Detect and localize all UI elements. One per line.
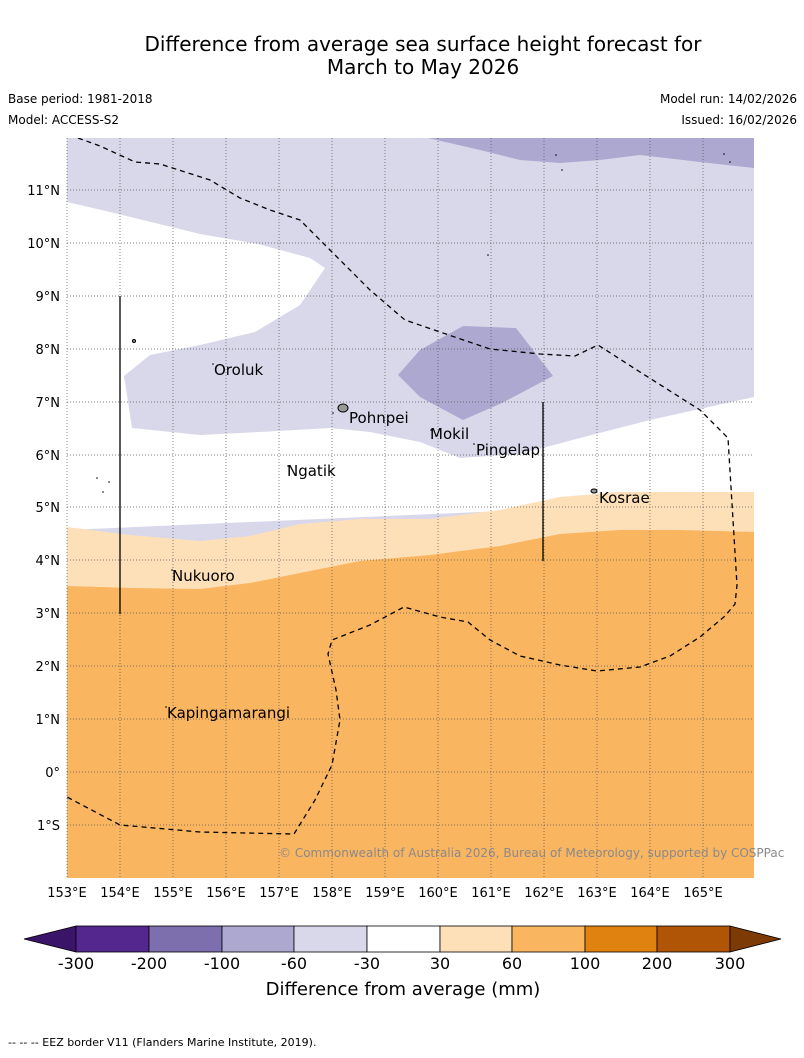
lon-label: 164°E <box>630 886 670 901</box>
lat-label: 2°N <box>36 660 61 675</box>
colorbar-segment <box>439 925 513 953</box>
eez-borders <box>67 138 738 835</box>
lat-label: 8°N <box>36 343 61 358</box>
colorbar-tick: 30 <box>430 954 450 973</box>
colorbar-tick: -30 <box>354 954 380 973</box>
place-ngatik: Ngatik <box>287 462 336 480</box>
lon-label: 156°E <box>206 886 246 901</box>
place-labels: Oroluk Pohnpei Mokil Pingelap Ngatik Kos… <box>167 361 650 722</box>
gridlines <box>66 138 754 878</box>
lon-label: 163°E <box>577 886 617 901</box>
lon-label: 160°E <box>418 886 458 901</box>
lon-label: 165°E <box>683 886 723 901</box>
lat-label: 3°N <box>36 607 61 622</box>
colorbar-segment <box>221 925 295 953</box>
lat-label: 11°N <box>27 184 60 199</box>
lon-label: 158°E <box>312 886 352 901</box>
colorbar-tick: -300 <box>58 954 94 973</box>
colorbar-extend-high <box>729 925 782 953</box>
lon-label: 153°E <box>47 886 87 901</box>
colorbar-tick: -100 <box>204 954 240 973</box>
colorbar-ticks: -300 -200 -100 -60 -30 30 60 100 200 300 <box>58 954 745 973</box>
colorbar-title: Difference from average (mm) <box>266 979 541 1000</box>
lon-label: 159°E <box>365 886 405 901</box>
lat-label: 4°N <box>36 554 61 569</box>
title-line-1: Difference from average sea surface heig… <box>144 32 702 56</box>
place-mokil: Mokil <box>430 425 469 443</box>
colorbar-segment <box>366 925 441 953</box>
lat-label: 1°N <box>36 713 61 728</box>
colorbar-segment <box>293 925 368 953</box>
lon-label: 157°E <box>259 886 299 901</box>
lat-label: 1°S <box>37 819 60 834</box>
colorbar-tick: -60 <box>281 954 307 973</box>
colorbar-tick: 200 <box>642 954 673 973</box>
issued-date: Issued: 16/02/2026 <box>681 113 797 127</box>
place-kapingamarangi: Kapingamarangi <box>167 704 290 722</box>
place-kosrae: Kosrae <box>599 489 650 507</box>
lon-label: 154°E <box>100 886 140 901</box>
place-pohnpei: Pohnpei <box>349 409 409 427</box>
lat-label: 6°N <box>36 449 61 464</box>
place-nukuoro: Nukuoro <box>172 567 235 585</box>
lat-label: 9°N <box>36 290 61 305</box>
anomaly-fill-orange <box>67 530 754 878</box>
lon-labels: 153°E 154°E 155°E 156°E 157°E 158°E 159°… <box>47 886 723 901</box>
eez-legend-footer: -- -- -- EEZ border V11 (Flanders Marine… <box>8 1036 317 1049</box>
lon-label: 155°E <box>153 886 193 901</box>
colorbar-extend-low <box>23 925 77 953</box>
colorbar-segment <box>584 925 658 953</box>
lat-label: 0° <box>45 766 60 781</box>
lat-label: 5°N <box>36 501 61 516</box>
small-island <box>132 339 136 343</box>
anomaly-fill-white <box>67 202 754 530</box>
base-period: Base period: 1981-2018 <box>8 92 153 106</box>
kosrae-island <box>590 488 598 494</box>
islands <box>132 339 598 494</box>
colorbar-tick: 100 <box>570 954 601 973</box>
colorbar-segment <box>75 925 150 953</box>
colorbar-tick: 300 <box>715 954 746 973</box>
title-line-2: March to May 2026 <box>326 55 520 79</box>
eez-border-line <box>67 138 738 835</box>
lat-labels: 11°N 10°N 9°N 8°N 7°N 6°N 5°N 4°N 3°N 2°… <box>27 184 60 834</box>
atoll-dots <box>96 153 731 708</box>
lon-label: 162°E <box>524 886 564 901</box>
anomaly-fill-purple-north <box>428 138 754 168</box>
anomaly-fill-purple-blob <box>398 326 553 420</box>
model-run: Model run: 14/02/2026 <box>659 92 797 106</box>
lat-label: 10°N <box>27 237 60 252</box>
colorbar-segment <box>148 925 223 953</box>
model-name: Model: ACCESS-S2 <box>8 113 120 127</box>
colorbar-segment <box>656 925 731 953</box>
place-oroluk: Oroluk <box>214 361 263 379</box>
map-area <box>67 138 754 878</box>
colorbar-tick: 60 <box>502 954 522 973</box>
pohnpei-island <box>337 403 349 413</box>
place-pingelap: Pingelap <box>476 441 540 459</box>
lat-label: 7°N <box>36 396 61 411</box>
colorbar: -300 -200 -100 -60 -30 30 60 100 200 300… <box>23 925 782 1000</box>
colorbar-segment <box>511 925 586 953</box>
colorbar-tick: -200 <box>131 954 167 973</box>
chart-title: Difference from average sea surface heig… <box>0 33 804 79</box>
copyright-notice: © Commonwealth of Australia 2026, Bureau… <box>279 846 784 860</box>
lon-label: 161°E <box>471 886 511 901</box>
